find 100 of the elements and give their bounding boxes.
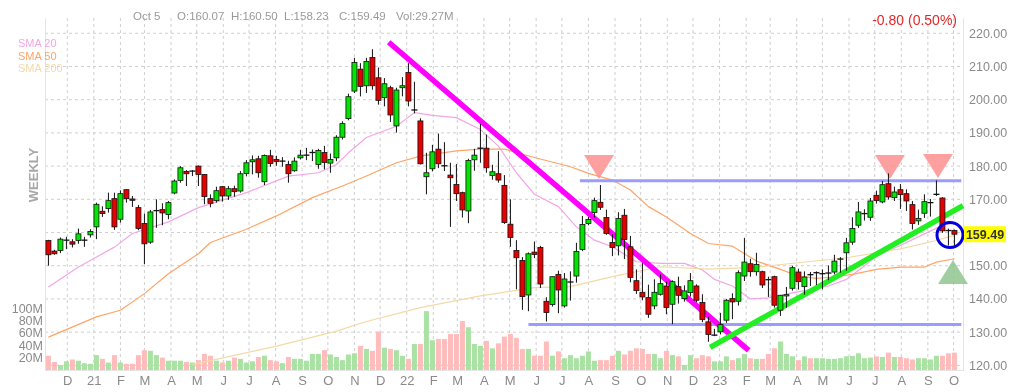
bar: [405, 358, 411, 370]
candlestick: [603, 209, 610, 236]
x-tick-label: J: [846, 373, 853, 389]
bar: [729, 360, 735, 370]
x-tick-label: F: [116, 373, 125, 389]
bar: [231, 357, 237, 370]
y-tick-label: 150.00: [969, 259, 1008, 274]
y-tick-label: 190.00: [969, 126, 1008, 141]
x-tick-label: 21: [87, 373, 102, 389]
bar: [117, 362, 123, 370]
y-tick-label: 220.00: [969, 26, 1008, 41]
bar: [669, 355, 675, 370]
annotation: -0.80 (0.50%): [872, 12, 957, 28]
x-tick-label: A: [792, 373, 802, 389]
bar: [663, 350, 669, 370]
x-tick-label: M: [191, 373, 203, 389]
bar: [525, 348, 531, 370]
annotation: 159.49: [965, 227, 1005, 242]
text: WEEKLY: [26, 147, 41, 203]
x-tick-label: F: [429, 373, 438, 389]
y2-tick-label: 100M: [11, 301, 43, 316]
bar: [279, 363, 285, 370]
text: SMA 200: [18, 62, 63, 74]
bar: [489, 348, 495, 370]
bar: [357, 345, 363, 370]
x-tick-label: A: [584, 373, 594, 389]
annotation: H:160.50: [231, 10, 278, 22]
x-tick-label: A: [271, 373, 281, 389]
x-tick-label: O: [636, 373, 647, 389]
x-tick-label: N: [350, 373, 360, 389]
y-tick-label: 170.00: [969, 192, 1008, 207]
candlestick: [345, 93, 352, 121]
annotation: L:158.23: [284, 10, 329, 22]
y-tick-label: 140.00: [969, 292, 1008, 307]
bar: [873, 356, 879, 370]
candlestick: [410, 81, 419, 114]
y2-tick-label: 80M: [18, 313, 43, 328]
bar: [555, 351, 561, 370]
y2-tick-label: 20M: [18, 351, 43, 366]
bar: [549, 355, 555, 370]
bar: [363, 348, 369, 370]
x-tick-label: 22: [399, 373, 415, 389]
bar: [807, 358, 813, 370]
x-tick-label: D: [688, 373, 699, 389]
bar: [225, 360, 231, 370]
x-tick-label: S: [924, 373, 934, 389]
annotation: Vol:29.27M: [396, 10, 454, 22]
text: SMA 50: [18, 49, 57, 62]
x-tick-label: O: [949, 373, 960, 389]
y2-tick-label: 40M: [18, 338, 43, 353]
x-tick-label: J: [220, 373, 228, 389]
annotation: Oct 5: [133, 10, 161, 22]
bar: [675, 356, 681, 370]
bar: [885, 352, 891, 370]
bar: [69, 359, 75, 370]
x-tick-label: O: [323, 373, 334, 389]
x-tick-label: D: [375, 373, 386, 389]
bar: [753, 358, 759, 370]
bar: [261, 355, 267, 370]
x-tick-label: J: [533, 373, 540, 389]
x-tick-label: J: [246, 373, 253, 389]
y-tick-label: 200.00: [969, 93, 1008, 108]
bar: [801, 356, 807, 370]
candlestick: [513, 239, 520, 290]
y2-tick-label: 60M: [18, 326, 43, 341]
bar: [381, 347, 387, 370]
x-tick-label: J: [559, 373, 566, 389]
x-tick-label: M: [817, 373, 829, 389]
x-tick-label: F: [742, 373, 751, 389]
y-tick-label: 180.00: [969, 159, 1008, 174]
bar: [615, 350, 621, 370]
annotation: C:159.49: [339, 10, 386, 22]
bar: [183, 361, 189, 370]
x-tick-label: D: [63, 373, 73, 389]
x-tick-label: A: [480, 373, 490, 389]
x-tick-label: A: [897, 373, 907, 389]
x-tick-label: N: [663, 373, 673, 389]
bar: [795, 360, 801, 370]
x-tick-label: M: [765, 373, 777, 389]
bar: [483, 340, 489, 370]
bar: [417, 343, 423, 370]
x-tick-label: S: [611, 373, 621, 389]
bar: [255, 356, 261, 370]
candlestick: [423, 152, 430, 195]
bar: [105, 362, 111, 370]
candlestick: [447, 162, 454, 228]
x-tick-label: J: [871, 373, 879, 389]
candlestick: [717, 312, 724, 335]
x-tick-label: 23: [712, 373, 728, 389]
y-tick-label: 210.00: [969, 59, 1008, 74]
y-tick-label: 120.00: [969, 358, 1008, 373]
x-tick-label: S: [298, 373, 308, 389]
x-tick-label: M: [504, 373, 516, 389]
bar: [879, 356, 885, 370]
bar: [99, 358, 105, 370]
annotation: O:160.07: [177, 10, 225, 22]
bar: [321, 350, 327, 370]
bar: [285, 356, 291, 370]
bar: [747, 358, 753, 370]
bar: [219, 362, 225, 370]
